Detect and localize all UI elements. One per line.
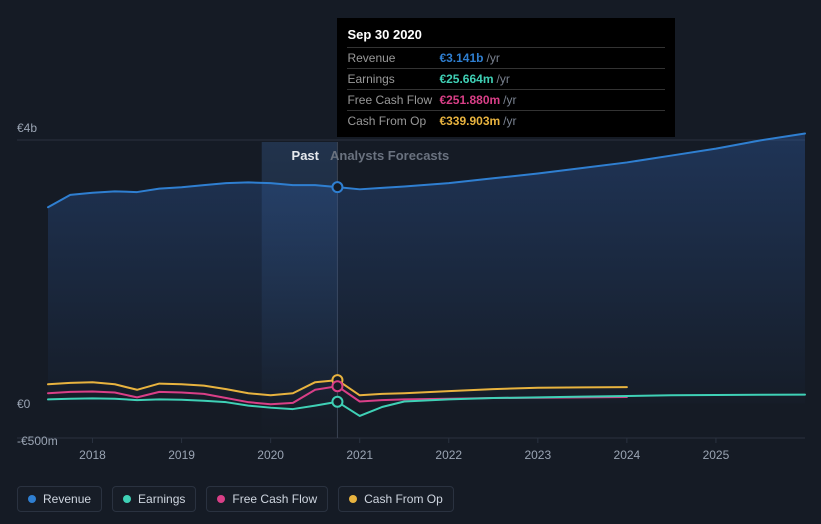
legend-item-revenue[interactable]: Revenue bbox=[17, 486, 102, 512]
legend-item-free_cash_flow[interactable]: Free Cash Flow bbox=[206, 486, 328, 512]
tooltip-row-value: €25.664m bbox=[439, 72, 493, 86]
x-axis-label: 2022 bbox=[435, 448, 462, 462]
x-axis-label: 2020 bbox=[257, 448, 284, 462]
y-axis-label: -€500m bbox=[17, 434, 58, 448]
y-axis-label: €0 bbox=[17, 397, 30, 411]
legend-swatch bbox=[349, 495, 357, 503]
legend-item-earnings[interactable]: Earnings bbox=[112, 486, 196, 512]
period-label-past: Past bbox=[292, 148, 319, 163]
x-axis-label: 2019 bbox=[168, 448, 195, 462]
tooltip-row-suffix: /yr bbox=[503, 114, 516, 128]
tooltip-row: Cash From Op€339.903m/yr bbox=[347, 110, 665, 131]
x-axis-label: 2018 bbox=[79, 448, 106, 462]
x-axis-label: 2021 bbox=[346, 448, 373, 462]
legend-swatch bbox=[123, 495, 131, 503]
tooltip-row-label: Earnings bbox=[347, 72, 439, 86]
tooltip-row: Earnings€25.664m/yr bbox=[347, 68, 665, 89]
x-axis-label: 2024 bbox=[614, 448, 641, 462]
tooltip-row-label: Cash From Op bbox=[347, 114, 439, 128]
tooltip-row-value: €251.880m bbox=[439, 93, 500, 107]
chart-legend: Revenue Earnings Free Cash Flow Cash From O… bbox=[17, 486, 454, 512]
legend-swatch bbox=[28, 495, 36, 503]
legend-item-cash_from_op[interactable]: Cash From Op bbox=[338, 486, 454, 512]
legend-label: Earnings bbox=[138, 492, 185, 506]
tooltip-row-label: Revenue bbox=[347, 51, 439, 65]
x-axis-label: 2023 bbox=[524, 448, 551, 462]
tooltip-row-suffix: /yr bbox=[503, 93, 516, 107]
legend-label: Revenue bbox=[43, 492, 91, 506]
legend-swatch bbox=[217, 495, 225, 503]
legend-label: Free Cash Flow bbox=[232, 492, 317, 506]
tooltip-row-suffix: /yr bbox=[496, 72, 509, 86]
financial-chart: Past Analysts Forecasts Sep 30 2020 Reve… bbox=[0, 0, 821, 524]
tooltip-date: Sep 30 2020 bbox=[347, 24, 665, 47]
tooltip-row-value: €3.141b bbox=[439, 51, 483, 65]
tooltip-row: Revenue€3.141b/yr bbox=[347, 47, 665, 68]
tooltip-row-suffix: /yr bbox=[486, 51, 499, 65]
y-axis-label: €4b bbox=[17, 121, 37, 135]
legend-label: Cash From Op bbox=[364, 492, 443, 506]
x-axis-label: 2025 bbox=[703, 448, 730, 462]
tooltip-row-label: Free Cash Flow bbox=[347, 93, 439, 107]
tooltip-row: Free Cash Flow€251.880m/yr bbox=[347, 89, 665, 110]
tooltip-row-value: €339.903m bbox=[439, 114, 500, 128]
period-label-forecast: Analysts Forecasts bbox=[330, 148, 449, 163]
chart-tooltip: Sep 30 2020 Revenue€3.141b/yrEarnings€25… bbox=[337, 18, 675, 137]
